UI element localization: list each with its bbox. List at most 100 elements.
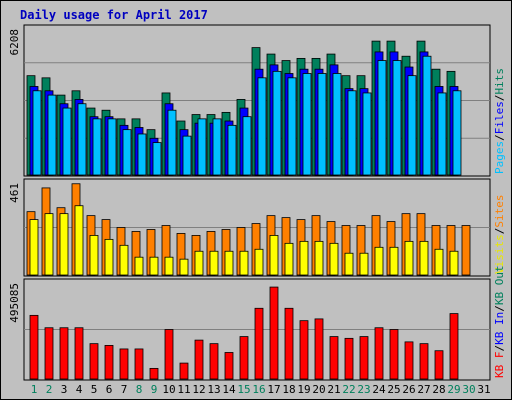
bar-visits <box>419 240 429 276</box>
bar-pages <box>227 124 237 176</box>
bar-visits <box>434 248 444 276</box>
series-kb-f <box>29 286 459 380</box>
bar-visits <box>149 256 159 276</box>
bar-visits <box>359 252 369 276</box>
panel-legend: KB F/KB In/KB Out <box>493 265 506 378</box>
x-tick-label: 22 <box>342 383 355 396</box>
bar-pages <box>137 133 147 176</box>
panel-visits-sites: 461 Visits/Sites <box>8 178 506 277</box>
bar-pages <box>62 107 72 176</box>
bar-pages <box>152 142 162 176</box>
legend-entry: Files <box>493 101 506 134</box>
bar-pages <box>257 77 267 176</box>
x-tick-label: 7 <box>121 383 128 396</box>
legend-entry: / <box>493 95 506 102</box>
bar-visits <box>224 250 234 276</box>
x-tick-label: 24 <box>372 383 386 396</box>
bar-kb-f <box>434 350 444 380</box>
bar-kb-f <box>29 314 39 380</box>
bar-visits <box>29 219 39 276</box>
x-tick-label: 14 <box>222 383 236 396</box>
bar-pages <box>452 90 462 176</box>
x-tick-label: 9 <box>151 383 158 396</box>
x-tick-label: 16 <box>252 383 265 396</box>
bar-visits <box>134 256 144 276</box>
bar-kb-f <box>224 352 234 380</box>
x-tick-label: 21 <box>327 383 340 396</box>
bar-visits <box>119 244 129 276</box>
x-tick-label: 4 <box>76 383 83 396</box>
x-tick-label: 12 <box>192 383 205 396</box>
bar-kb-f <box>329 336 339 380</box>
bar-pages <box>197 118 207 176</box>
bar-kb-f <box>359 336 369 380</box>
bar-visits <box>74 205 84 276</box>
bar-kb-f <box>119 348 129 380</box>
chart-panels: 6208Pages/Files/Hits461Visits/Sites49508… <box>8 24 506 381</box>
bar-kb-f <box>59 327 69 380</box>
legend-entry: Visits <box>493 234 506 274</box>
x-tick-label: 2 <box>46 383 53 396</box>
bar-kb-f <box>209 343 219 380</box>
bar-pages <box>122 129 132 176</box>
bar-kb-f <box>299 320 309 380</box>
bar-visits <box>254 248 264 276</box>
bar-pages <box>32 90 42 176</box>
legend-entry: / <box>493 228 506 235</box>
bar-pages <box>47 94 57 176</box>
bar-visits <box>389 246 399 276</box>
x-tick-label: 29 <box>447 383 460 396</box>
legend-entry: / <box>493 134 506 141</box>
bar-visits <box>299 240 309 276</box>
bar-kb-f <box>404 341 414 380</box>
x-tick-label: 15 <box>237 383 250 396</box>
bar-kb-f <box>134 348 144 380</box>
x-tick-label: 18 <box>282 383 295 396</box>
x-tick-label: 11 <box>177 383 190 396</box>
bar-pages <box>182 135 192 176</box>
x-tick-label: 26 <box>402 383 415 396</box>
bar-visits <box>239 250 249 276</box>
legend-entry: Hits <box>493 68 506 95</box>
bar-pages <box>92 118 102 176</box>
bar-pages <box>437 92 447 176</box>
bar-visits <box>44 213 54 276</box>
bar-visits <box>179 258 189 276</box>
bar-visits <box>374 246 384 276</box>
legend-entry: / <box>493 345 506 352</box>
bar-pages <box>272 70 282 176</box>
bar-visits <box>194 250 204 276</box>
x-tick-label: 31 <box>477 383 490 396</box>
bar-visits <box>284 242 294 276</box>
bar-visits <box>104 238 114 276</box>
bar-kb-f <box>194 339 204 380</box>
bar-visits <box>59 213 69 276</box>
bar-kb-f <box>164 329 174 380</box>
bar-pages <box>317 73 327 176</box>
bar-kb-f <box>419 343 429 380</box>
bar-kb-f <box>149 367 159 380</box>
x-tick-label: 19 <box>297 383 310 396</box>
bar-pages <box>347 90 357 176</box>
bar-pages <box>287 77 297 176</box>
bar-kb-f <box>344 337 354 380</box>
bar-kb-f <box>449 313 459 380</box>
bar-pages <box>242 116 252 176</box>
bar-kb-f <box>44 327 54 380</box>
x-tick-label: 30 <box>462 383 475 396</box>
x-tick-label: 23 <box>357 383 370 396</box>
bar-kb-f <box>284 307 294 380</box>
bar-sites <box>461 225 471 276</box>
x-tick-labels: 1 2 3 4 5 6 7 8 9 10 11 12 13 14 15 16 17 18 19 20 21 22 23 24 2… <box>31 383 491 396</box>
bar-pages <box>332 73 342 176</box>
bar-pages <box>362 92 372 176</box>
panel-legend: Pages/Files/Hits <box>493 68 506 174</box>
chart-title: Daily usage for April 2017 <box>20 8 208 22</box>
x-tick-label: 25 <box>387 383 400 396</box>
bar-kb-f <box>89 343 99 380</box>
x-tick-label: 28 <box>432 383 445 396</box>
x-tick-label: 20 <box>312 383 325 396</box>
y-max-label: 495085 <box>8 283 21 323</box>
bar-pages <box>77 103 87 176</box>
